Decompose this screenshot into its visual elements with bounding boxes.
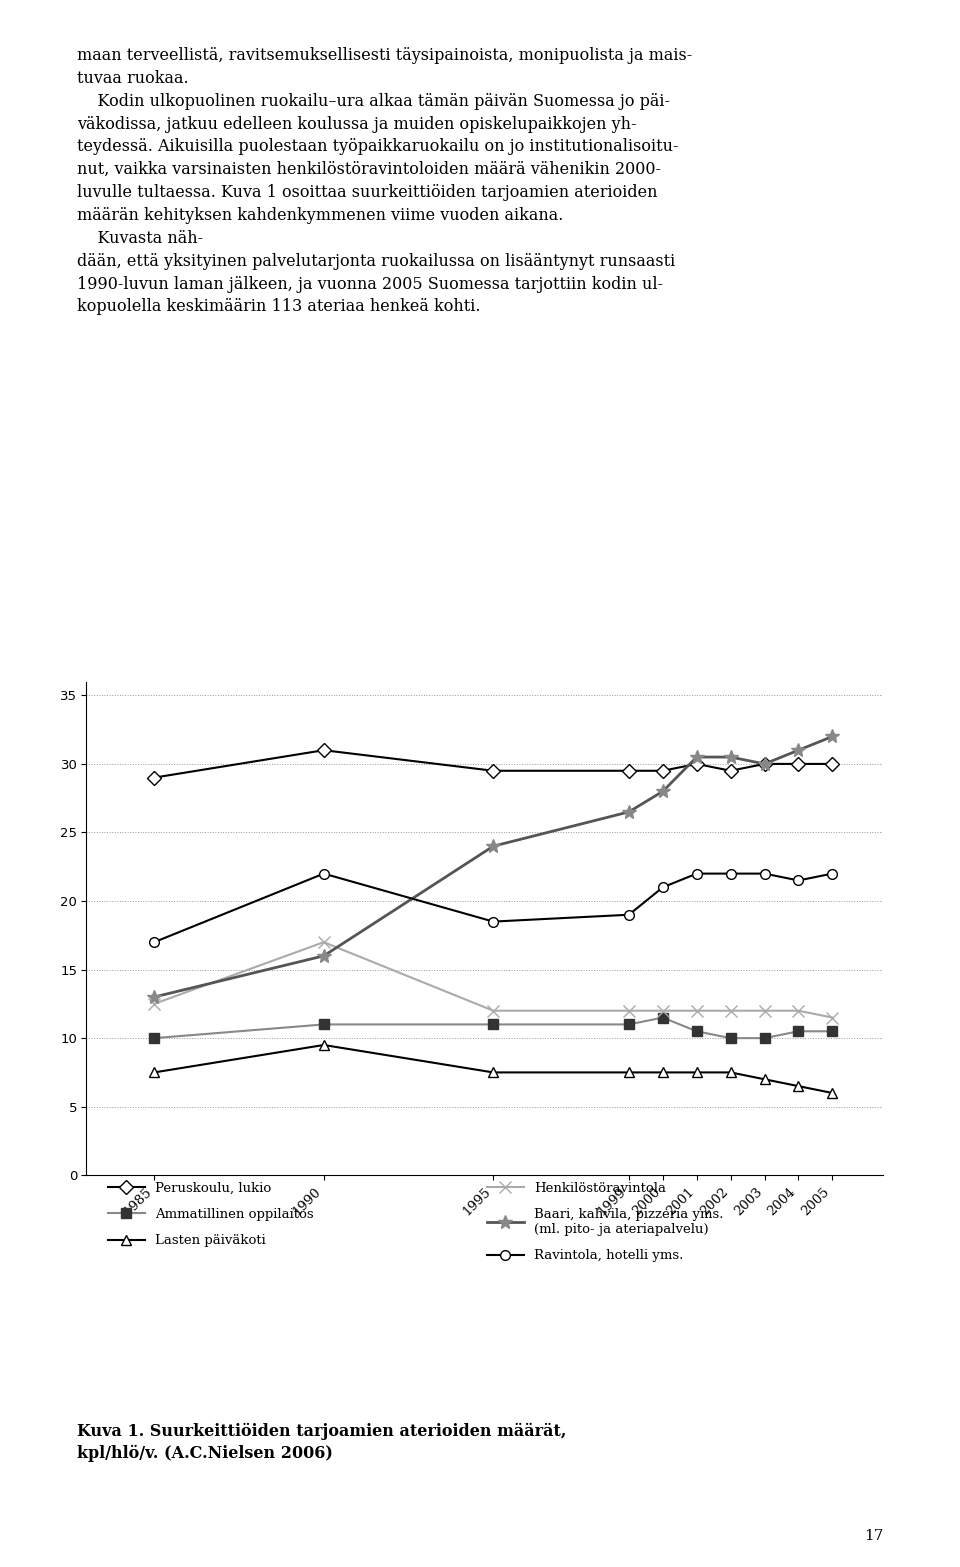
Legend: Henkilöstöravintola, Baari, kahvila, pizzeria yms.
(ml. pito- ja ateriapalvelu),: Henkilöstöravintola, Baari, kahvila, piz…: [487, 1182, 724, 1263]
Text: maan terveellistä, ravitsemuksellisesti täysipainoista, monipuolista ja mais-
tu: maan terveellistä, ravitsemuksellisesti …: [77, 47, 692, 315]
Text: Kuva 1. Suurkeittiöiden tarjoamien aterioiden määrät,
kpl/hlö/v. (A.C.Nielsen 20: Kuva 1. Suurkeittiöiden tarjoamien ateri…: [77, 1423, 566, 1462]
Text: 17: 17: [864, 1529, 883, 1543]
